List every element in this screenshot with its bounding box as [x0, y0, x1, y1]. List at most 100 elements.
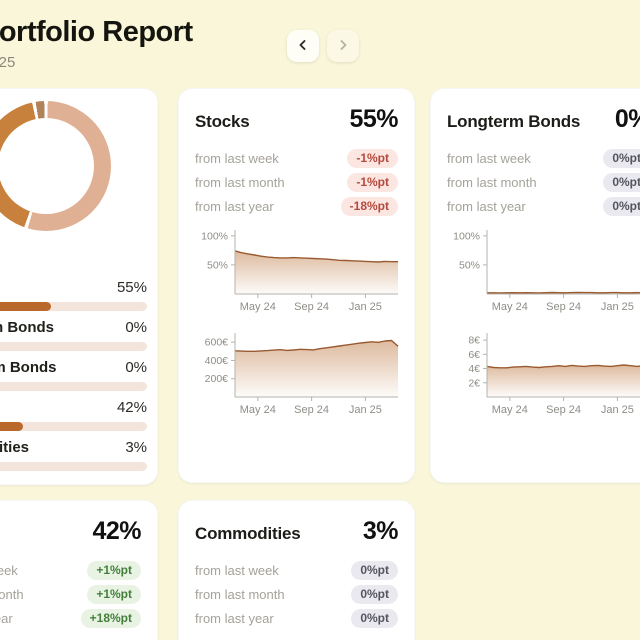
delta-badge: +1%pt [87, 560, 141, 580]
stat-label: from last year [0, 610, 13, 626]
delta-badge: -18%pt [340, 196, 398, 216]
report-date: 2025 [0, 54, 16, 71]
stat-row: from last month 0%pt [447, 170, 640, 194]
svg-text:2€: 2€ [468, 377, 480, 389]
legend-value: 0% [125, 319, 147, 336]
legend-label: Shortterm Bonds [0, 359, 57, 376]
stat-label: from last month [195, 174, 285, 190]
longterm-value-chart: 8€ 6€ 4€ 2€ May 24 Sep 24 Jan 25 [447, 327, 640, 422]
stat-row: from last year 0%pt [195, 606, 398, 630]
stat-row: from last week +1%pt [0, 558, 141, 582]
stat-label: from last month [0, 586, 24, 602]
delta-badge: 0%pt [603, 196, 640, 216]
svg-text:Sep 24: Sep 24 [294, 404, 329, 416]
svg-text:Sep 24: Sep 24 [546, 301, 581, 313]
legend-value: 3% [125, 439, 147, 456]
legend-label: Longterm Bonds [0, 319, 54, 336]
stats: from last week +1%pt from last month +1%pt… [0, 558, 141, 630]
card-value: 3% [362, 517, 399, 545]
legend-progress-fill [0, 302, 52, 311]
svg-text:6€: 6€ [468, 349, 480, 361]
stats: from last week 0%pt from last month 0%pt f… [195, 558, 398, 630]
svg-text:Jan 25: Jan 25 [601, 301, 634, 313]
legend-progress-track [0, 342, 147, 351]
commodities-card: Commodities 3% from last week 0%pt from l… [178, 500, 415, 640]
legend-progress-track [0, 422, 147, 431]
stat-row: from last week 0%pt [447, 146, 640, 170]
delta-badge: 0%pt [603, 172, 640, 192]
svg-text:200€: 200€ [205, 373, 229, 385]
svg-text:May 24: May 24 [492, 301, 528, 313]
allocation-donut-chart [0, 101, 111, 231]
delta-badge: +1%pt [87, 584, 141, 604]
svg-text:400€: 400€ [205, 355, 229, 367]
svg-text:May 24: May 24 [240, 301, 276, 313]
stocks-performance-chart: 100% 50% May 24 Sep 24 Jan 25 [195, 224, 400, 319]
legend-label: Commodities [0, 439, 30, 456]
svg-text:4€: 4€ [468, 363, 480, 375]
svg-text:Sep 24: Sep 24 [294, 301, 329, 313]
stat-label: from last year [195, 198, 274, 214]
stat-label: from last week [447, 150, 531, 166]
stat-row: from last week -1%pt [195, 146, 398, 170]
card-value: 42% [92, 517, 141, 545]
stat-row: from last year -18%pt [195, 194, 398, 218]
stat-label: from last week [0, 562, 18, 578]
legend-progress-track [0, 462, 147, 471]
chevron-left-icon [297, 39, 309, 54]
legend-value: 55% [116, 279, 147, 296]
legend-item-longterm-bonds: Longterm Bonds 0% [0, 319, 147, 351]
delta-badge: +18%pt [80, 608, 141, 628]
delta-badge: 0%pt [351, 584, 398, 604]
stat-row: from last month -1%pt [195, 170, 398, 194]
next-period-button[interactable] [327, 30, 359, 62]
svg-text:Sep 24: Sep 24 [546, 404, 581, 416]
svg-text:50%: 50% [459, 259, 480, 271]
stat-label: from last week [195, 150, 279, 166]
donut-hole [0, 118, 94, 214]
stats: from last week -1%pt from last month -1%pt… [195, 146, 398, 218]
svg-text:8€: 8€ [468, 335, 480, 347]
svg-text:May 24: May 24 [492, 404, 528, 416]
svg-text:May 24: May 24 [240, 404, 276, 416]
delta-badge: 0%pt [351, 560, 398, 580]
stat-label: from last week [195, 562, 279, 578]
stocks-value-chart: 600€ 400€ 200€ May 24 Sep 24 Jan 25 [195, 327, 400, 422]
legend-progress-fill [0, 422, 24, 431]
svg-text:Jan 25: Jan 25 [601, 404, 634, 416]
legend-item-commodities: Commodities 3% [0, 439, 147, 471]
chevron-right-icon [337, 39, 349, 54]
svg-text:Jan 25: Jan 25 [349, 404, 382, 416]
card-title: Commodities [195, 524, 301, 543]
stat-row: from last month +1%pt [0, 582, 141, 606]
stat-row: from last month 0%pt [195, 582, 398, 606]
svg-text:600€: 600€ [205, 337, 229, 349]
legend-item-shortterm-bonds: Shortterm Bonds 0% [0, 359, 147, 391]
card-title: Longterm Bonds [447, 112, 581, 131]
delta-badge: 0%pt [603, 148, 640, 168]
longterm-bonds-card: Longterm Bonds 0% from last week 0%pt fro… [430, 88, 640, 483]
page-title: Portfolio Report [0, 16, 193, 48]
delta-badge: 0%pt [351, 608, 398, 628]
delta-badge: -1%pt [347, 172, 398, 192]
card-title: Stocks [195, 112, 250, 131]
stat-label: from last year [447, 198, 526, 214]
stat-label: from last month [447, 174, 537, 190]
stat-row: from last week 0%pt [195, 558, 398, 582]
stocks-card: Stocks 55% from last week -1%pt from last… [178, 88, 415, 483]
legend-progress-track [0, 302, 147, 311]
card-value: 55% [349, 105, 398, 133]
stat-row: from last year +18%pt [0, 606, 141, 630]
legend-value: 0% [125, 359, 147, 376]
cash-card: Cash 42% from last week+1%pt from last m… [0, 500, 158, 640]
svg-text:100%: 100% [201, 230, 228, 242]
svg-text:50%: 50% [207, 259, 228, 271]
legend-progress-track [0, 382, 147, 391]
prev-period-button[interactable] [287, 30, 319, 62]
